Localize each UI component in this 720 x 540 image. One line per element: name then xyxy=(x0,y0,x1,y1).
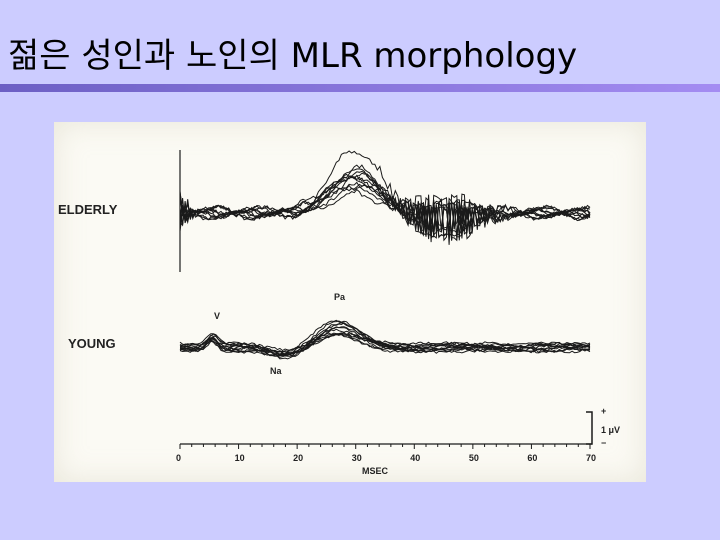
x-axis-tick-labels: 0 10 20 30 40 50 60 70 xyxy=(176,453,596,463)
x-axis-ticks xyxy=(179,444,591,449)
x-axis-title: MSEC xyxy=(362,466,389,476)
elderly-trace xyxy=(179,175,591,233)
elderly-trace xyxy=(179,183,591,231)
label-elderly: ELDERLY xyxy=(58,202,118,217)
x-tick-label: 0 xyxy=(176,453,181,463)
x-tick-label: 50 xyxy=(469,453,479,463)
scale-bar xyxy=(586,411,593,445)
scale-minus: − xyxy=(601,438,606,448)
scale-value: 1 μV xyxy=(601,425,620,435)
elderly-trace xyxy=(179,174,591,241)
x-tick-label: 20 xyxy=(293,453,303,463)
scale-plus: + xyxy=(601,406,606,416)
elderly-trace xyxy=(179,188,591,234)
young-waveforms xyxy=(179,319,591,360)
elderly-waveforms xyxy=(179,150,591,245)
young-trace xyxy=(179,333,591,354)
peak-label-v: V xyxy=(214,311,220,321)
young-trace xyxy=(179,332,591,355)
mlr-figure: ELDERLY YOUNG V Pa Na + 1 μV − 0 10 20 30 40… xyxy=(54,122,646,482)
x-tick-label: 70 xyxy=(586,453,596,463)
title-divider xyxy=(0,84,720,92)
slide-title: 젊은 성인과 노인의 MLR morphology xyxy=(8,36,578,76)
x-tick-label: 30 xyxy=(352,453,362,463)
young-trace xyxy=(179,322,591,356)
x-tick-label: 40 xyxy=(410,453,420,463)
peak-label-na: Na xyxy=(270,366,282,376)
young-trace xyxy=(179,319,591,355)
x-tick-label: 10 xyxy=(235,453,245,463)
elderly-trace xyxy=(179,168,591,242)
x-tick-label: 60 xyxy=(527,453,537,463)
waveform-plot: ELDERLY YOUNG V Pa Na + 1 μV − 0 10 20 30 40… xyxy=(58,150,620,476)
peak-label-pa: Pa xyxy=(334,292,346,302)
young-trace xyxy=(179,332,591,358)
label-young: YOUNG xyxy=(68,336,116,351)
